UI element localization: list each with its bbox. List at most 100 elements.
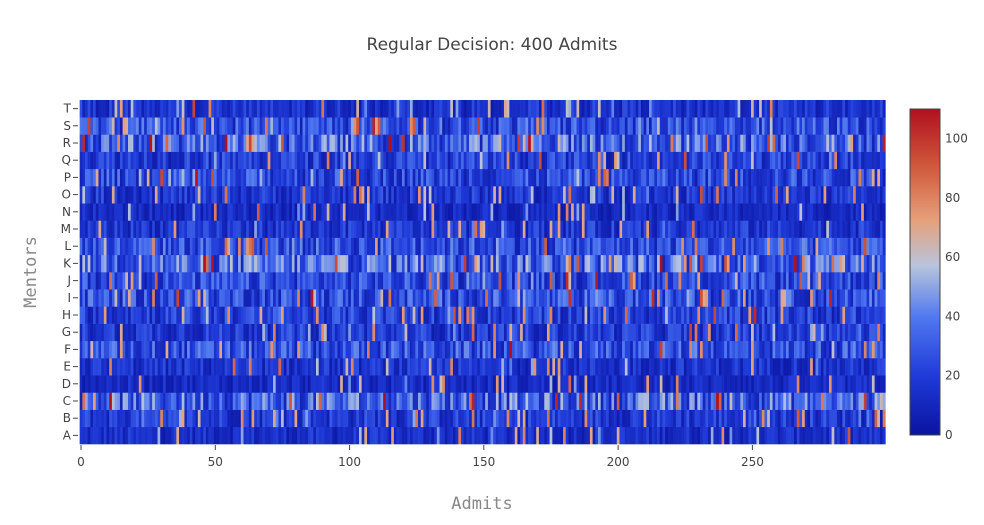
heatmap-cell — [831, 375, 835, 393]
heatmap-cell — [119, 237, 123, 256]
heatmap-cell — [442, 306, 446, 324]
heatmap-cell — [503, 168, 507, 187]
heatmap-cell — [847, 375, 851, 393]
heatmap-cell — [694, 186, 698, 204]
heatmap-cell — [877, 392, 881, 410]
heatmap-cell — [385, 254, 389, 273]
heatmap-cell — [216, 306, 220, 324]
heatmap-cell — [407, 237, 411, 256]
heatmap-cell — [600, 151, 604, 170]
heatmap-cell — [119, 289, 123, 307]
heatmap-cell — [90, 358, 94, 376]
heatmap-cell — [716, 220, 720, 238]
heatmap-cell — [509, 289, 513, 307]
heatmap-cell — [667, 306, 671, 324]
heatmap-cell — [179, 323, 183, 342]
heatmap-cell — [423, 254, 427, 273]
heatmap-cell — [482, 237, 486, 256]
heatmap-cell — [697, 272, 701, 290]
heatmap-cell — [724, 289, 728, 307]
heatmap-cell — [495, 254, 499, 273]
heatmap-cell — [571, 306, 575, 324]
heatmap-cell — [399, 426, 403, 445]
heatmap-cell — [420, 306, 424, 324]
heatmap-cell — [670, 237, 674, 256]
heatmap-cell — [863, 306, 867, 324]
heatmap-cell — [82, 323, 86, 342]
heatmap-cell — [372, 323, 376, 342]
heatmap-cell — [485, 306, 489, 324]
heatmap-cell — [415, 426, 419, 445]
heatmap-cell — [799, 289, 803, 307]
heatmap-cell — [753, 392, 757, 410]
heatmap-cell — [144, 237, 148, 256]
heatmap-cell — [377, 203, 381, 221]
heatmap-cell — [423, 203, 427, 221]
heatmap-cell — [466, 220, 470, 238]
heatmap-cell — [189, 272, 193, 290]
heatmap-cell — [119, 272, 123, 290]
heatmap-cell — [393, 220, 397, 238]
heatmap-cell — [176, 203, 180, 221]
heatmap-cell — [761, 186, 765, 204]
heatmap-cell — [482, 151, 486, 170]
heatmap-cell — [608, 426, 612, 445]
heatmap-cell — [560, 203, 564, 221]
heatmap-cell — [477, 340, 481, 359]
heatmap-cell — [592, 375, 596, 393]
heatmap-cell — [769, 186, 773, 204]
heatmap-cell — [702, 392, 706, 410]
heatmap-cell — [815, 203, 819, 221]
heatmap-cell — [780, 186, 784, 204]
heatmap-cell — [506, 323, 510, 342]
heatmap-cell — [396, 220, 400, 238]
heatmap-cell — [877, 426, 881, 445]
heatmap-cell — [834, 168, 838, 187]
heatmap-cell — [375, 306, 379, 324]
heatmap-cell — [286, 409, 290, 428]
heatmap-cell — [356, 237, 360, 256]
heatmap-cell — [431, 323, 435, 342]
heatmap-cell — [823, 289, 827, 307]
heatmap-cell — [321, 426, 325, 445]
heatmap-cell — [546, 203, 550, 221]
heatmap-cell — [837, 375, 840, 393]
heatmap-cell — [788, 392, 792, 410]
heatmap-cell — [404, 375, 408, 393]
heatmap-cell — [640, 203, 644, 221]
heatmap-cell — [313, 254, 317, 273]
heatmap-cell — [377, 220, 381, 238]
heatmap-cell — [565, 392, 569, 410]
heatmap-cell — [845, 306, 849, 324]
heatmap-cell — [79, 306, 83, 324]
heatmap-cell — [777, 203, 781, 221]
heatmap-cell — [101, 392, 105, 410]
heatmap-cell — [418, 168, 422, 187]
heatmap-cell — [606, 272, 610, 290]
heatmap-cell — [659, 272, 663, 290]
heatmap-cell — [461, 237, 465, 256]
heatmap-cell — [90, 203, 94, 221]
heatmap-cell — [452, 289, 456, 307]
heatmap-cell — [450, 323, 454, 342]
heatmap-cell — [788, 254, 792, 273]
heatmap-cell — [189, 375, 193, 393]
heatmap-cell — [635, 220, 639, 238]
heatmap-cell — [211, 168, 215, 187]
heatmap-cell — [632, 272, 636, 290]
heatmap-cell — [729, 375, 733, 393]
heatmap-cell — [224, 392, 228, 410]
heatmap-cell — [721, 340, 725, 359]
heatmap-cell — [334, 203, 338, 221]
heatmap-cell — [820, 358, 824, 376]
heatmap-cell — [219, 375, 223, 393]
heatmap-cell — [826, 426, 830, 445]
heatmap-cell — [221, 168, 225, 187]
heatmap-cell — [334, 254, 338, 273]
heatmap-cell — [291, 358, 295, 376]
heatmap-cell — [530, 375, 534, 393]
heatmap-cell — [740, 392, 744, 410]
heatmap-cell — [708, 168, 712, 187]
heatmap-cell — [828, 237, 832, 256]
heatmap-cell — [595, 203, 599, 221]
